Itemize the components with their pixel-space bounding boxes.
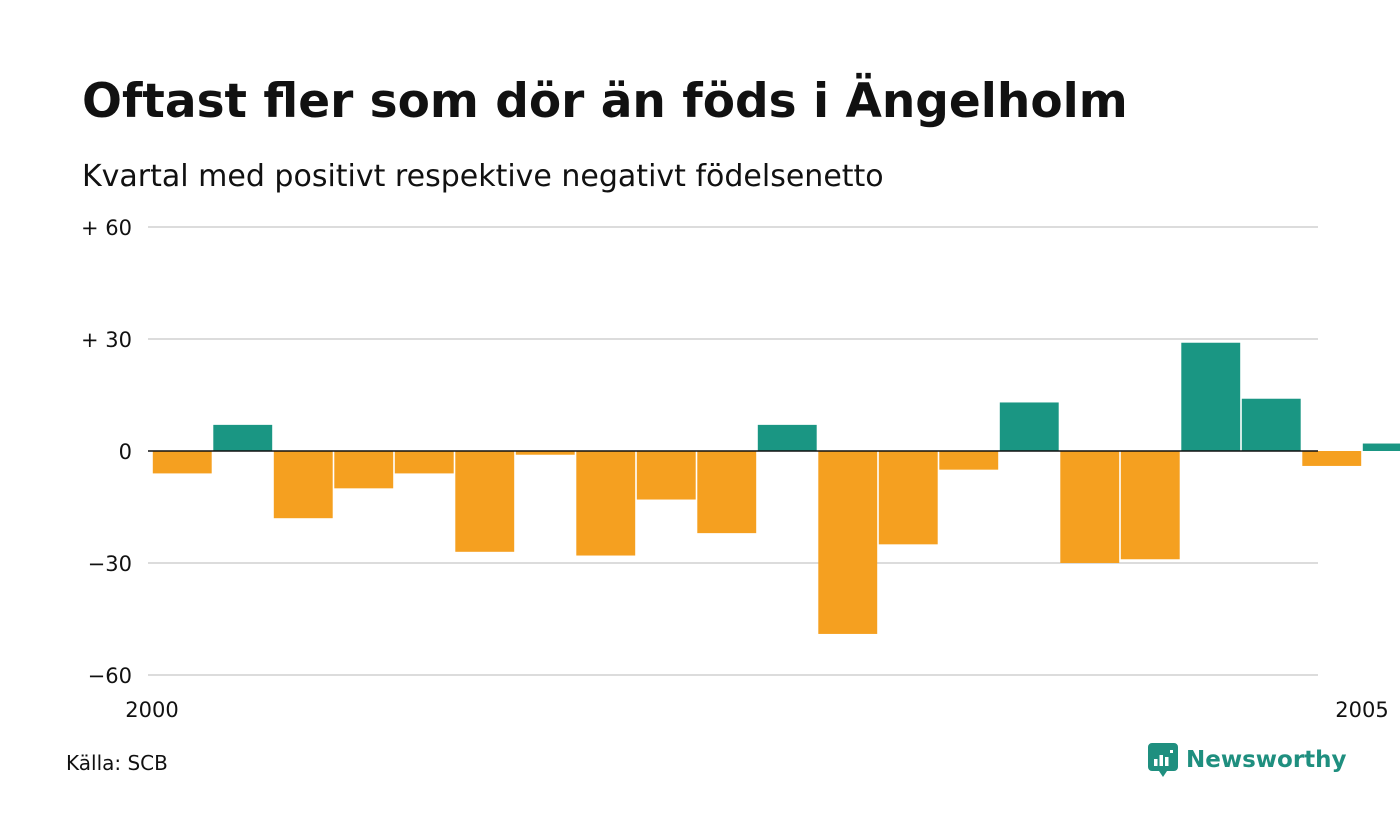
y-tick-label: 0 — [119, 440, 132, 464]
newsworthy-logo-icon — [1148, 743, 1178, 777]
chart-subtitle: Kvartal med positivt respektive negativt… — [82, 159, 884, 194]
bar-negative — [878, 451, 938, 545]
x-tick-label: 2000 — [125, 698, 178, 722]
bar-negative — [334, 451, 394, 489]
bar-negative — [1060, 451, 1120, 563]
y-tick-label: + 30 — [81, 328, 132, 352]
bar-negative — [1120, 451, 1180, 560]
bar-negative — [273, 451, 333, 519]
bar-positive — [1241, 398, 1301, 451]
y-tick-label: −60 — [88, 664, 132, 688]
bar-positive — [1181, 342, 1241, 451]
bar-negative — [1302, 451, 1362, 466]
bar-positive — [1362, 443, 1400, 451]
y-tick-label: −30 — [88, 552, 132, 576]
bar-negative — [576, 451, 636, 556]
bar-negative — [697, 451, 757, 534]
bar-positive — [757, 424, 817, 451]
brand-name: Newsworthy — [1186, 747, 1347, 773]
chart-title: Oftast fler som dör än föds i Ängelholm — [82, 74, 1128, 129]
brand-logo: Newsworthy — [1148, 743, 1347, 777]
bar-positive — [213, 424, 273, 451]
bar-negative — [636, 451, 696, 500]
x-tick-label: 2005 — [1335, 698, 1388, 722]
bar-negative — [394, 451, 454, 474]
y-tick-label: + 60 — [81, 216, 132, 240]
bar-positive — [999, 402, 1059, 451]
bar-negative — [455, 451, 515, 552]
bar-negative — [818, 451, 878, 634]
bar-negative — [152, 451, 212, 474]
bar-negative — [515, 451, 575, 455]
source-note: Källa: SCB — [66, 751, 168, 775]
bar-negative — [939, 451, 999, 470]
